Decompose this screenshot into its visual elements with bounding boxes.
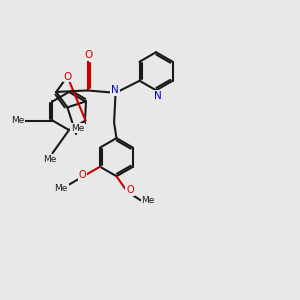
Text: O: O xyxy=(84,50,92,60)
Text: Me: Me xyxy=(71,124,84,133)
Text: Me: Me xyxy=(54,184,68,193)
Text: O: O xyxy=(64,71,72,82)
Text: N: N xyxy=(154,91,161,101)
Text: Me: Me xyxy=(43,155,56,164)
Text: O: O xyxy=(79,170,87,180)
Text: Me: Me xyxy=(141,196,155,205)
Text: Me: Me xyxy=(11,116,25,125)
Text: O: O xyxy=(126,185,134,195)
Text: N: N xyxy=(111,85,119,95)
